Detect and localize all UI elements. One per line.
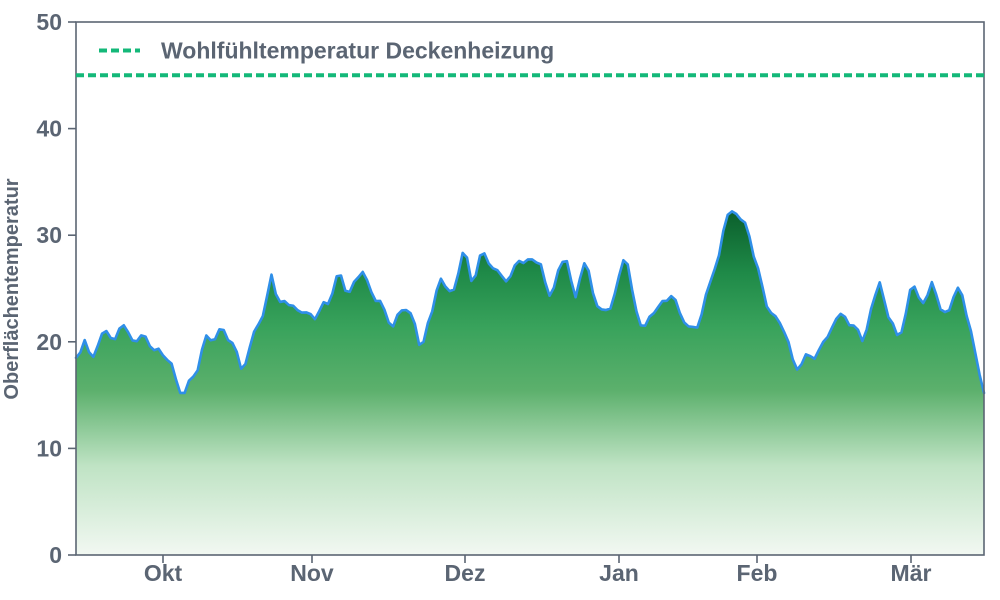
svg-text:40: 40 [36, 116, 62, 142]
svg-text:Dez: Dez [445, 560, 486, 586]
svg-text:0: 0 [49, 542, 62, 568]
svg-text:Wohlfühltemperatur Deckenheizu: Wohlfühltemperatur Deckenheizung [161, 38, 554, 64]
svg-text:Jan: Jan [599, 560, 639, 586]
svg-text:Mär: Mär [891, 560, 932, 586]
svg-text:Nov: Nov [290, 560, 334, 586]
svg-text:Okt: Okt [144, 560, 183, 586]
svg-text:20: 20 [36, 329, 62, 355]
svg-text:10: 10 [36, 435, 62, 461]
svg-text:50: 50 [36, 9, 62, 35]
svg-text:Feb: Feb [737, 560, 778, 586]
svg-text:Oberflächentemperatur: Oberflächentemperatur [1, 178, 23, 399]
svg-text:30: 30 [36, 222, 62, 248]
